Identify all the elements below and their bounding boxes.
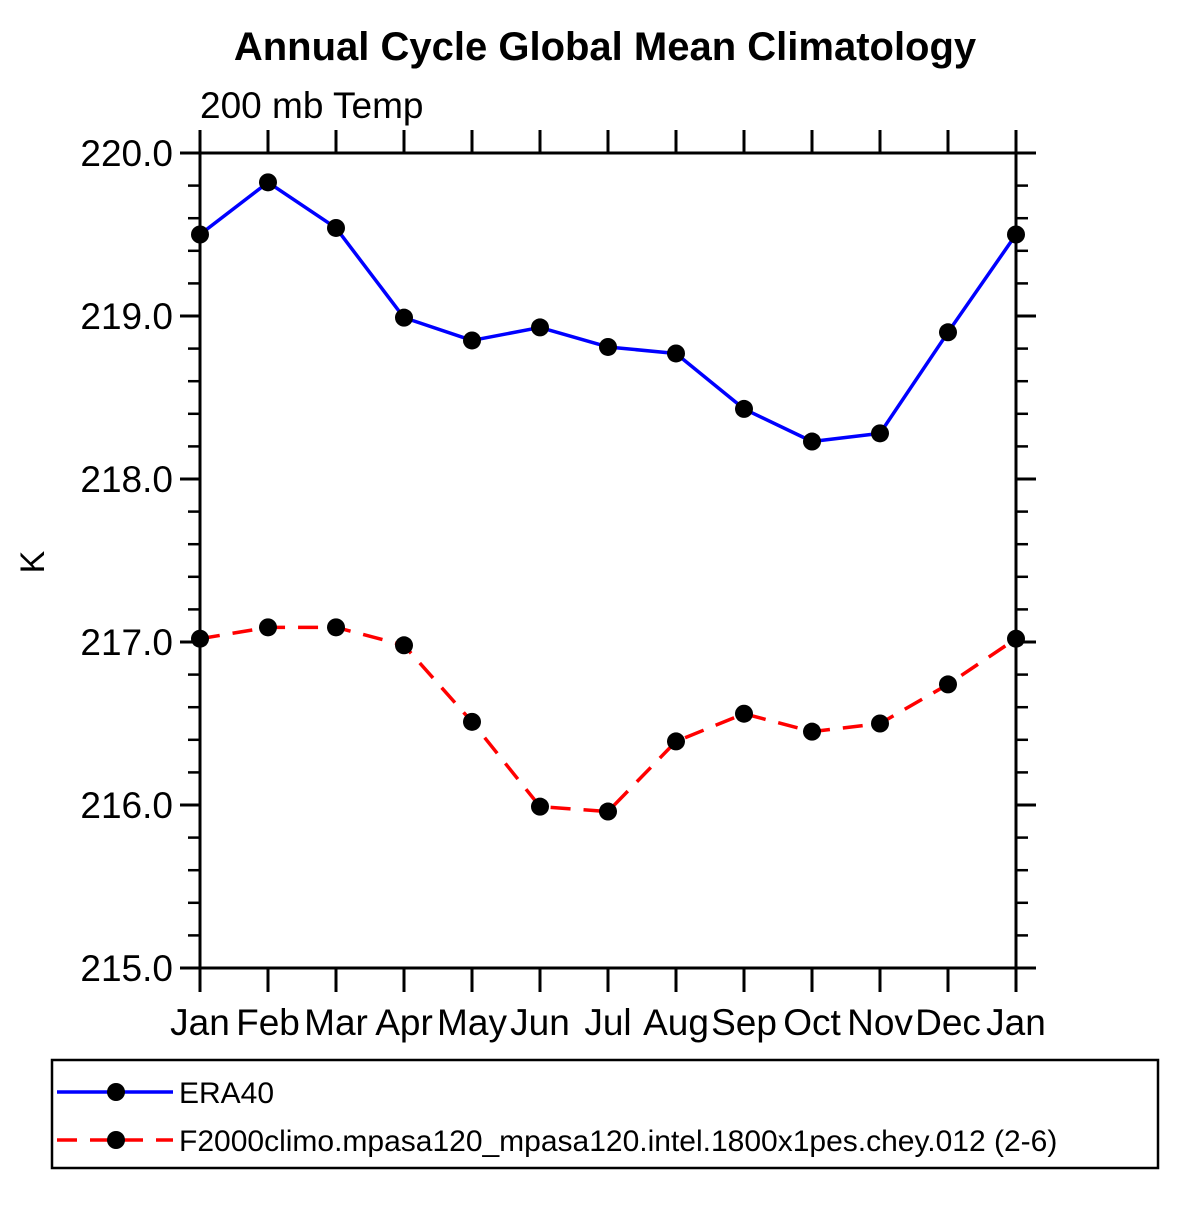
legend-marker-icon [107,1131,125,1149]
y-axis-label: K [14,550,52,573]
chart-title: Annual Cycle Global Mean Climatology [234,25,977,69]
legend-box [50,1058,1160,1170]
series-line-1 [199,625,1017,814]
plot-area: Jan Feb Mar Apr May Jun Jul Aug Sep Oct Nov Dec Jan2… [80,130,1046,1043]
data-point [191,629,209,648]
plot-frame [198,151,1018,970]
data-point [667,732,685,751]
x-tick-label: Dec [915,1002,981,1043]
data-point [1007,629,1025,648]
data-point [259,618,277,637]
data-point [327,218,345,237]
data-point [803,722,821,741]
y-tick-label: 215.0 [80,948,173,989]
x-tick-label: May [437,1002,507,1043]
data-point [327,618,345,637]
legend-label-f2000climo: F2000climo.mpasa120_mpasa120.intel.1800x… [179,1125,1057,1158]
data-point [939,323,957,342]
data-point [735,399,753,418]
x-tick-label: Jul [584,1002,631,1043]
x-tick-label: Feb [236,1002,300,1043]
data-point [463,331,481,350]
x-tick-label: Apr [375,1002,433,1043]
chart-subtitle: 200 mb Temp [200,85,424,126]
legend-label-era40: ERA40 [179,1077,274,1110]
x-tick-label: Jan [986,1002,1046,1043]
data-point [463,712,481,731]
x-tick-label: Aug [643,1002,709,1043]
y-tick-label: 216.0 [80,785,173,826]
x-tick-label: Jun [510,1002,570,1043]
data-point [395,308,413,327]
data-point [939,675,957,694]
data-point [803,432,821,451]
series-line-0 [198,180,1018,444]
x-tick-label: Oct [783,1002,841,1043]
x-tick-label: Nov [847,1002,913,1043]
y-tick-label: 220.0 [80,133,173,174]
data-point [395,636,413,655]
data-point [871,714,889,733]
x-tick-label: Jan [170,1002,230,1043]
x-tick-label: Mar [304,1002,368,1043]
y-tick-label: 218.0 [80,459,173,500]
y-tick-label: 219.0 [80,296,173,337]
data-point [191,225,209,244]
data-point [599,802,617,821]
data-point [735,704,753,723]
data-point [531,318,549,337]
data-point [871,424,889,443]
x-tick-label: Sep [711,1002,777,1043]
data-point [667,344,685,363]
data-point [1007,225,1025,244]
y-tick-label: 217.0 [80,622,173,663]
legend: ERA40 F2000climo.mpasa120_mpasa120.intel… [50,1058,1160,1170]
data-point [259,173,277,192]
legend-marker-icon [107,1083,125,1101]
data-point [599,337,617,356]
data-point [531,797,549,816]
